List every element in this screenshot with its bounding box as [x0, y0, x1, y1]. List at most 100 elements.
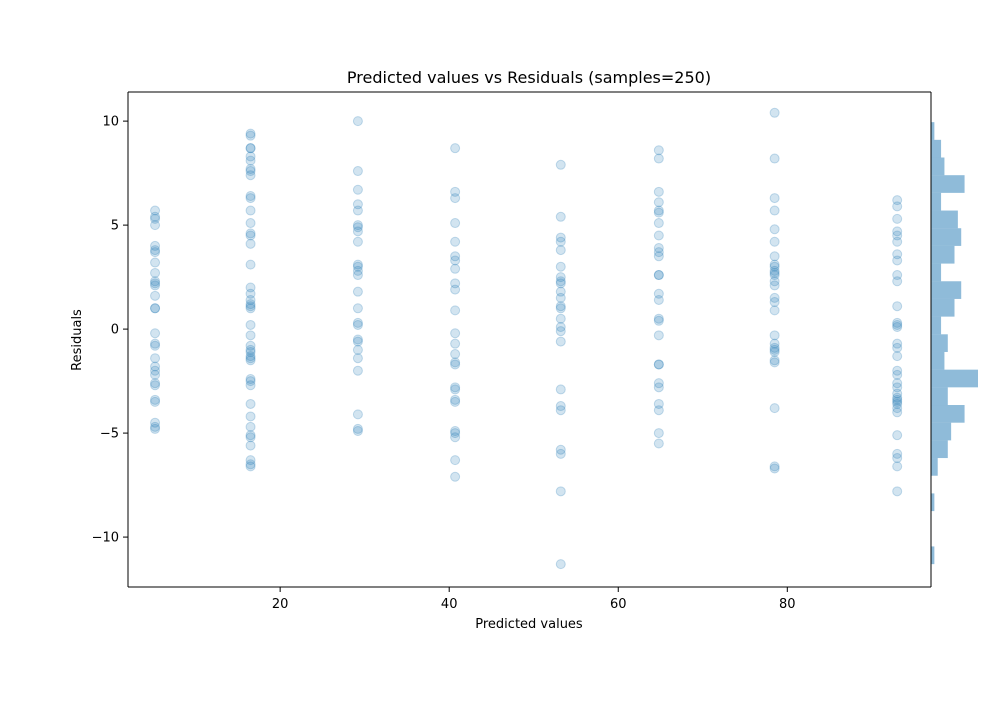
data-point: [245, 163, 256, 174]
data-point: [150, 380, 161, 391]
data-point: [555, 313, 566, 324]
data-point: [653, 197, 664, 208]
data-point: [653, 230, 664, 241]
data-point: [450, 251, 461, 262]
data-point: [352, 270, 363, 281]
data-point: [245, 151, 256, 162]
data-point: [653, 382, 664, 393]
data-point: [892, 407, 903, 418]
data-point: [653, 398, 664, 409]
data-point: [150, 378, 161, 389]
histogram-bar: [931, 210, 958, 229]
x-tick-label: 20: [272, 597, 289, 612]
data-point: [245, 190, 256, 201]
data-point: [150, 353, 161, 364]
data-point: [150, 213, 161, 224]
data-point: [892, 230, 903, 241]
data-point: [769, 344, 780, 355]
data-point: [245, 351, 256, 362]
data-point: [245, 440, 256, 451]
histogram-bar: [931, 387, 948, 406]
data-point: [450, 382, 461, 393]
data-point: [555, 448, 566, 459]
data-point: [450, 218, 461, 229]
data-point: [150, 240, 161, 251]
data-point: [653, 270, 664, 281]
chart-title: Predicted values vs Residuals (samples=2…: [347, 68, 711, 87]
data-point: [769, 297, 780, 308]
data-point: [653, 145, 664, 156]
data-point: [769, 205, 780, 216]
data-point: [245, 205, 256, 216]
data-point: [150, 220, 161, 231]
data-point: [555, 159, 566, 170]
histogram-bar: [931, 405, 965, 423]
data-point: [150, 417, 161, 428]
data-point: [555, 286, 566, 297]
data-point: [245, 259, 256, 270]
data-point: [245, 340, 256, 351]
data-point: [653, 405, 664, 416]
data-point: [150, 267, 161, 278]
data-point: [352, 226, 363, 237]
data-point: [653, 359, 664, 370]
data-point: [555, 236, 566, 247]
data-point: [245, 376, 256, 387]
data-point: [892, 396, 903, 407]
data-point: [352, 222, 363, 233]
data-point: [352, 265, 363, 276]
data-point: [769, 338, 780, 349]
data-point: [150, 303, 161, 314]
data-point: [352, 236, 363, 247]
data-point: [245, 143, 256, 154]
data-point: [352, 423, 363, 434]
x-tick-label: 40: [441, 597, 458, 612]
data-point: [769, 357, 780, 368]
data-point: [352, 259, 363, 270]
data-point: [450, 428, 461, 439]
data-point: [653, 313, 664, 324]
data-point: [352, 409, 363, 420]
data-point: [769, 330, 780, 341]
data-point: [352, 344, 363, 355]
data-point: [892, 382, 903, 393]
data-point: [892, 249, 903, 260]
data-point: [352, 286, 363, 297]
data-point: [450, 426, 461, 437]
data-point: [769, 270, 780, 281]
data-point: [352, 334, 363, 345]
data-point: [450, 255, 461, 266]
data-point: [653, 288, 664, 299]
data-point: [352, 166, 363, 177]
data-point: [892, 448, 903, 459]
data-point: [450, 328, 461, 339]
data-point: [245, 166, 256, 177]
data-point: [769, 346, 780, 357]
data-point: [555, 486, 566, 497]
x-axis-ticks: 20 40 60 80: [272, 587, 796, 612]
data-point: [450, 143, 461, 154]
data-point: [352, 184, 363, 195]
histogram-bar: [931, 351, 945, 370]
histogram-bar: [931, 298, 955, 317]
data-point: [450, 186, 461, 197]
data-point: [352, 336, 363, 347]
data-point: [245, 238, 256, 249]
data-point: [245, 218, 256, 229]
data-point: [150, 278, 161, 289]
data-point: [555, 245, 566, 256]
data-point: [352, 317, 363, 328]
data-point: [245, 459, 256, 470]
data-point: [892, 270, 903, 281]
data-point: [653, 315, 664, 326]
data-point: [892, 453, 903, 464]
data-point: [555, 292, 566, 303]
data-point: [769, 153, 780, 164]
data-point: [150, 245, 161, 256]
data-point: [352, 199, 363, 210]
data-point: [769, 259, 780, 270]
data-point: [245, 398, 256, 409]
y-tick-label: −10: [92, 531, 119, 546]
